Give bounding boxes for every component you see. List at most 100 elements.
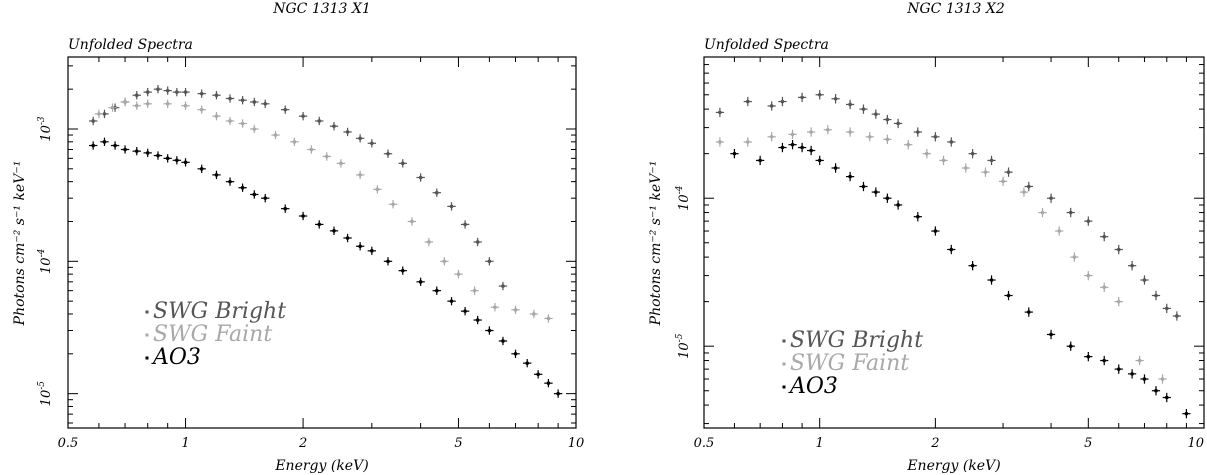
data-point xyxy=(1055,226,1064,236)
data-point xyxy=(831,163,840,173)
data-point xyxy=(355,134,365,143)
data-point xyxy=(553,389,563,398)
data-point xyxy=(261,194,270,203)
data-point xyxy=(225,94,235,103)
x-tick-label: 10 xyxy=(1187,436,1204,451)
data-point xyxy=(715,137,725,147)
data-point xyxy=(197,89,206,98)
series-swg-bright xyxy=(715,90,1181,321)
data-point xyxy=(1038,207,1047,218)
data-point xyxy=(250,124,259,134)
x-tick-labels: 0.5 1 2 5 10 xyxy=(58,436,585,451)
data-point xyxy=(163,99,172,108)
data-point xyxy=(1162,303,1171,314)
data-point xyxy=(298,211,308,221)
data-point xyxy=(355,170,365,180)
data-point xyxy=(88,116,98,126)
plot-frame xyxy=(67,56,577,429)
chart-subtitle: Unfolded Spectra xyxy=(68,37,193,53)
chart-panel-x2: NGC 1313 X2 Unfolded Spectra 0.5 1 2 5 1… xyxy=(648,1,1205,474)
data-point xyxy=(807,145,816,156)
legend-swatch xyxy=(145,356,149,360)
x-tick-label: 5 xyxy=(1084,436,1092,451)
data-point xyxy=(1004,167,1013,177)
data-point xyxy=(823,125,832,135)
data-point xyxy=(1151,386,1161,396)
y-tick-label: 10-5 xyxy=(675,333,692,359)
data-point xyxy=(883,114,892,125)
data-point xyxy=(343,233,352,243)
chart-title: NGC 1313 X1 xyxy=(272,1,371,17)
data-point xyxy=(1162,392,1171,403)
data-point xyxy=(153,84,163,94)
data-point xyxy=(1127,369,1137,379)
data-point xyxy=(778,96,787,107)
data-point xyxy=(981,167,990,177)
x-tick-label: 10 xyxy=(568,436,585,451)
data-point xyxy=(968,261,977,271)
data-points xyxy=(715,90,1191,419)
legend-entry: AO3 xyxy=(151,345,201,370)
data-point xyxy=(383,149,393,158)
series-ao3 xyxy=(88,137,563,398)
data-point xyxy=(197,164,206,173)
data-point xyxy=(894,118,903,129)
data-point xyxy=(1172,311,1181,321)
data-point xyxy=(454,269,463,279)
data-point xyxy=(511,305,520,314)
y-tick-label: 10-5 xyxy=(37,381,54,407)
y-tick-label: 10-4 xyxy=(675,185,692,211)
y-tick-labels: 10-5 10-4 10-3 xyxy=(37,116,54,406)
data-point xyxy=(845,127,855,137)
data-point xyxy=(778,142,787,153)
data-point xyxy=(88,141,98,150)
data-point xyxy=(767,132,776,142)
data-point xyxy=(108,103,117,112)
data-point xyxy=(473,237,482,247)
data-point xyxy=(831,94,840,104)
x-axis-label: Energy (keV) xyxy=(274,458,368,474)
series-swg-faint xyxy=(94,97,553,323)
data-point xyxy=(367,246,377,256)
data-point xyxy=(1084,351,1093,362)
data-point xyxy=(373,185,382,194)
data-point xyxy=(424,237,434,247)
data-point xyxy=(336,159,346,168)
data-point xyxy=(307,145,316,154)
data-point xyxy=(120,145,130,154)
data-point xyxy=(163,154,172,163)
data-point xyxy=(987,155,996,166)
data-point xyxy=(132,146,141,156)
data-point xyxy=(1114,244,1123,255)
x-tick-label: 0.5 xyxy=(58,436,79,451)
data-point xyxy=(968,148,977,159)
legend-entry: SWG Bright xyxy=(153,299,286,324)
data-point xyxy=(238,183,247,192)
data-point xyxy=(238,96,247,105)
data-points xyxy=(88,84,563,398)
data-point xyxy=(845,171,855,182)
data-point xyxy=(460,220,470,229)
legend: SWG Bright SWG Faint AO3 xyxy=(782,328,923,399)
data-point xyxy=(947,137,956,147)
data-point xyxy=(329,226,339,235)
data-point xyxy=(987,275,996,285)
data-point xyxy=(533,370,543,379)
y-tick-labels: 10-5 10-4 xyxy=(675,185,692,359)
data-point xyxy=(110,141,120,150)
data-point xyxy=(355,242,365,251)
data-point xyxy=(922,148,931,159)
data-point xyxy=(1182,408,1191,419)
legend-entry: SWG Bright xyxy=(790,328,923,353)
legend-entry: SWG Faint xyxy=(790,351,909,376)
data-point xyxy=(904,140,913,150)
data-point xyxy=(947,244,956,255)
chart-subtitle: Unfolded Spectra xyxy=(704,37,829,53)
data-point xyxy=(1046,329,1056,340)
data-point xyxy=(1114,364,1123,374)
x-tick-label: 0.5 xyxy=(694,436,715,451)
data-point xyxy=(1114,296,1123,307)
data-point xyxy=(343,127,352,137)
data-point xyxy=(544,378,553,388)
